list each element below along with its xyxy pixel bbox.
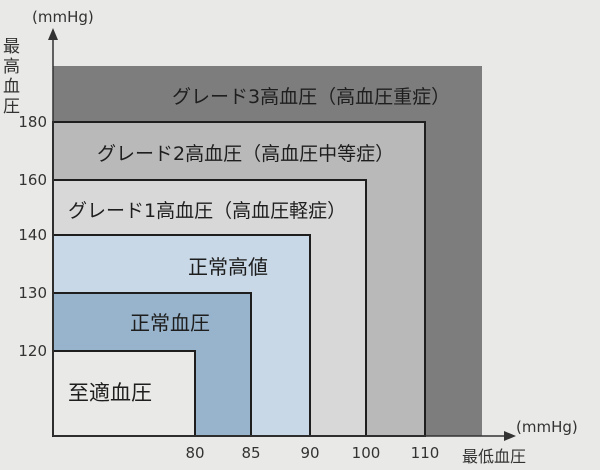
region-label: グレード3高血圧（高血圧重症） bbox=[172, 86, 450, 108]
region-label: 正常高値 bbox=[188, 255, 268, 279]
y-axis-label-char: 高 bbox=[3, 57, 20, 77]
x-tick-label: 110 bbox=[411, 444, 440, 462]
y-tick-label: 140 bbox=[18, 226, 47, 244]
x-axis-unit: (mmHg) bbox=[516, 418, 578, 436]
ticks-layer: 120 130 140 160 180 80 85 90 100 110 bbox=[18, 113, 439, 462]
y-tick-label: 160 bbox=[18, 171, 47, 189]
x-axis-arrow-icon bbox=[504, 431, 516, 441]
y-tick-label: 120 bbox=[18, 342, 47, 360]
region-label: 正常血圧 bbox=[130, 311, 210, 335]
x-tick-label: 85 bbox=[241, 444, 260, 462]
y-axis-label-char: 最 bbox=[3, 37, 20, 57]
x-axis-label: 最低血圧 bbox=[462, 447, 526, 466]
region-label: グレード1高血圧（高血圧軽症） bbox=[68, 200, 346, 222]
y-axis-label-char: 血 bbox=[3, 77, 20, 97]
region-label: グレード2高血圧（高血圧中等症） bbox=[97, 143, 394, 165]
x-tick-label: 80 bbox=[185, 444, 204, 462]
x-tick-label: 100 bbox=[352, 444, 381, 462]
regions-layer: グレード3高血圧（高血圧重症） グレード2高血圧（高血圧中等症） グレード1高血圧（… bbox=[52, 66, 482, 437]
region-label: 至適血圧 bbox=[68, 381, 152, 405]
y-tick-label: 180 bbox=[18, 113, 47, 131]
y-tick-label: 130 bbox=[18, 284, 47, 302]
y-axis-unit: (mmHg) bbox=[32, 8, 94, 26]
y-axis-arrow-icon bbox=[48, 28, 58, 40]
axes-layer: (mmHg) (mmHg) 最低血圧 最 高 血 圧 bbox=[3, 8, 578, 466]
y-axis-label-char: 圧 bbox=[3, 97, 20, 117]
x-tick-label: 90 bbox=[300, 444, 319, 462]
